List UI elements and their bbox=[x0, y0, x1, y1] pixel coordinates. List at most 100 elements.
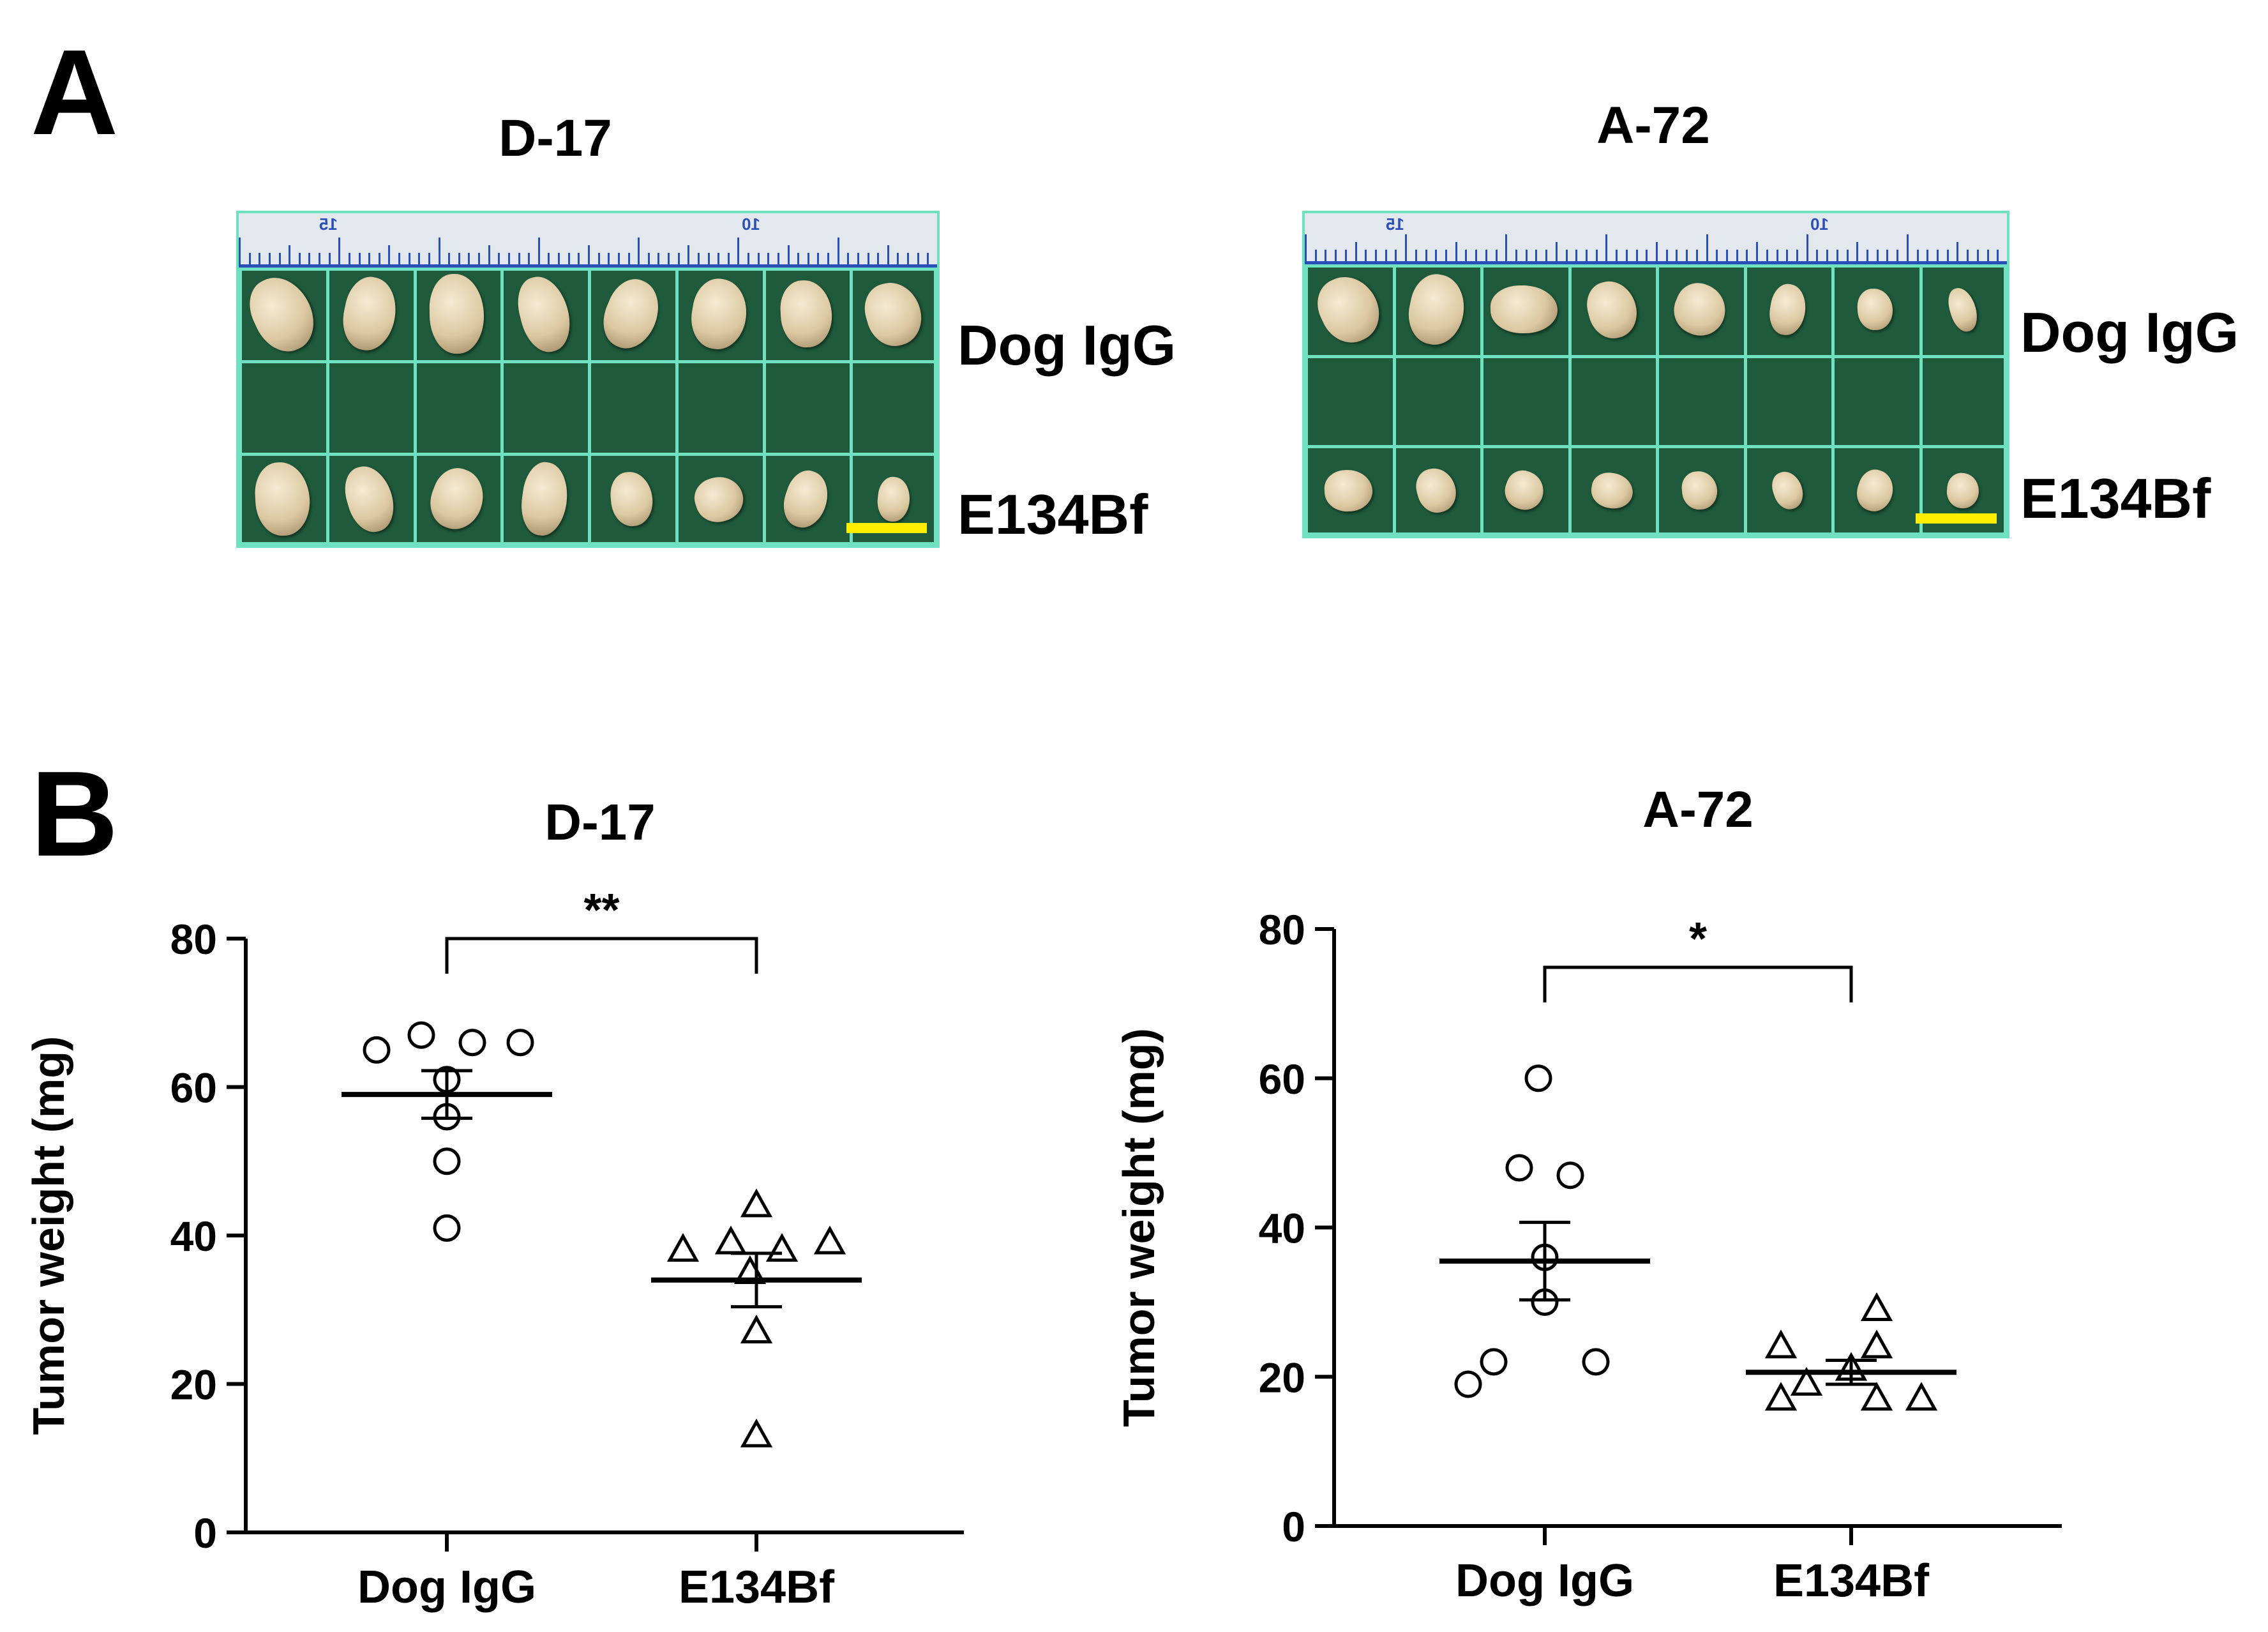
y-axis-label: Tumor weight (mg) bbox=[24, 1036, 73, 1435]
ruler-tick bbox=[1886, 250, 1889, 261]
ruler-tick bbox=[1956, 242, 1959, 261]
ruler-tick bbox=[319, 253, 321, 264]
ruler-tick bbox=[677, 253, 680, 264]
ruler-tick bbox=[1385, 250, 1387, 261]
tumor-dog-igg bbox=[1490, 285, 1558, 335]
photo-d17-row-label-dog-igg: Dog IgG bbox=[958, 314, 1176, 377]
ruler-number: 10 bbox=[1810, 215, 1829, 234]
grid-line bbox=[1568, 264, 1572, 536]
ruler-tick bbox=[468, 253, 470, 264]
ruler-tick bbox=[1746, 250, 1748, 261]
ruler: 15 10 bbox=[239, 213, 937, 268]
ruler-tick bbox=[1866, 250, 1868, 261]
ruler-tick bbox=[1475, 250, 1478, 261]
data-point-circle bbox=[1505, 1154, 1533, 1182]
ruler-tick bbox=[1335, 250, 1337, 261]
significance-bracket bbox=[445, 937, 758, 974]
ruler-tick bbox=[927, 253, 929, 264]
ruler-tick bbox=[338, 238, 341, 264]
x-tick-label: E134Bf bbox=[679, 1562, 835, 1613]
ruler-tick bbox=[1856, 242, 1859, 261]
data-point-triangle bbox=[1860, 1382, 1893, 1411]
y-tick-label: 80 bbox=[170, 916, 217, 963]
data-point-circle bbox=[1556, 1161, 1584, 1190]
ruler-tick bbox=[1375, 250, 1377, 261]
ruler-tick bbox=[488, 245, 490, 264]
ruler-tick bbox=[1706, 234, 1708, 261]
tumor-e134bf bbox=[1323, 468, 1374, 513]
ruler-tick bbox=[578, 253, 580, 264]
tumor-dog-igg bbox=[1766, 281, 1810, 338]
ruler-tick bbox=[328, 253, 331, 264]
ruler-tick bbox=[248, 253, 251, 264]
tumor-e134bf bbox=[1768, 467, 1807, 513]
data-point-triangle bbox=[1790, 1366, 1823, 1396]
chart-title: D-17 bbox=[544, 794, 655, 850]
tumor-dog-igg bbox=[429, 273, 485, 354]
tumor-e134bf bbox=[1499, 465, 1549, 515]
tumor-dog-igg bbox=[686, 274, 752, 354]
ruler-tick bbox=[1716, 250, 1718, 261]
y-tick-label: 20 bbox=[170, 1361, 217, 1409]
ruler-tick bbox=[348, 253, 350, 264]
y-tick-label: 0 bbox=[193, 1509, 217, 1557]
ruler-tick bbox=[259, 253, 261, 264]
grid-line bbox=[500, 268, 504, 545]
ruler-tick bbox=[418, 253, 421, 264]
ruler-tick bbox=[638, 238, 640, 264]
data-point-circle bbox=[1454, 1370, 1482, 1398]
ruler-tick bbox=[1946, 250, 1949, 261]
ruler-tick bbox=[687, 245, 690, 264]
ruler-tick bbox=[1415, 250, 1417, 261]
grid-line bbox=[2004, 264, 2007, 536]
grid-line bbox=[239, 268, 242, 545]
ruler-tick bbox=[1344, 250, 1347, 261]
ruler-tick bbox=[1686, 250, 1688, 261]
tumor-dog-igg bbox=[858, 275, 929, 352]
ruler-tick bbox=[1906, 234, 1909, 261]
tumor-dog-igg bbox=[240, 267, 325, 361]
ruler-tick bbox=[1836, 250, 1838, 261]
grid-line bbox=[326, 268, 329, 545]
ruler-tick bbox=[408, 253, 410, 264]
grid-line bbox=[1743, 264, 1747, 536]
y-tick-label: 60 bbox=[170, 1064, 217, 1112]
ruler-tick bbox=[1796, 250, 1798, 261]
ruler-tick bbox=[1485, 250, 1487, 261]
y-axis-label: Tumor weight (mg) bbox=[1114, 1028, 1164, 1427]
panel-a-letter: A bbox=[31, 25, 119, 160]
tumor-dog-igg bbox=[1856, 287, 1894, 331]
ruler-tick bbox=[867, 253, 869, 264]
ruler-tick bbox=[458, 253, 460, 264]
tumor-e134bf bbox=[339, 460, 401, 538]
ruler-tick bbox=[1726, 250, 1728, 261]
ruler-tick bbox=[747, 253, 750, 264]
grid-line bbox=[1919, 264, 1923, 536]
ruler-tick bbox=[358, 253, 361, 264]
ruler-tick bbox=[757, 253, 760, 264]
ruler-tick bbox=[827, 253, 830, 264]
ruler-tick bbox=[528, 253, 530, 264]
ruler-tick bbox=[1505, 234, 1508, 261]
ruler-tick bbox=[1695, 250, 1698, 261]
ruler-tick bbox=[1525, 250, 1528, 261]
ruler-number: 10 bbox=[741, 215, 760, 234]
panel-b-letter: B bbox=[31, 746, 119, 882]
grid-line bbox=[1305, 264, 1308, 536]
tumor-e134bf bbox=[875, 475, 912, 523]
ruler-tick bbox=[657, 253, 660, 264]
y-tick-label: 80 bbox=[1259, 906, 1305, 953]
ruler-tick bbox=[1656, 242, 1658, 261]
ruler-tick bbox=[737, 238, 740, 264]
ruler-tick bbox=[1555, 242, 1558, 261]
ruler-tick bbox=[438, 238, 440, 264]
ruler-tick bbox=[697, 253, 700, 264]
x-tick-label: Dog IgG bbox=[357, 1562, 536, 1613]
y-tick-label: 40 bbox=[170, 1213, 217, 1260]
ruler-tick bbox=[1545, 250, 1548, 261]
tumor-e134bf bbox=[253, 460, 312, 538]
photo-title-d17: D-17 bbox=[499, 109, 612, 167]
ruler-tick bbox=[289, 245, 291, 264]
ruler-number: 15 bbox=[1385, 215, 1404, 234]
ruler-tick bbox=[897, 253, 899, 264]
